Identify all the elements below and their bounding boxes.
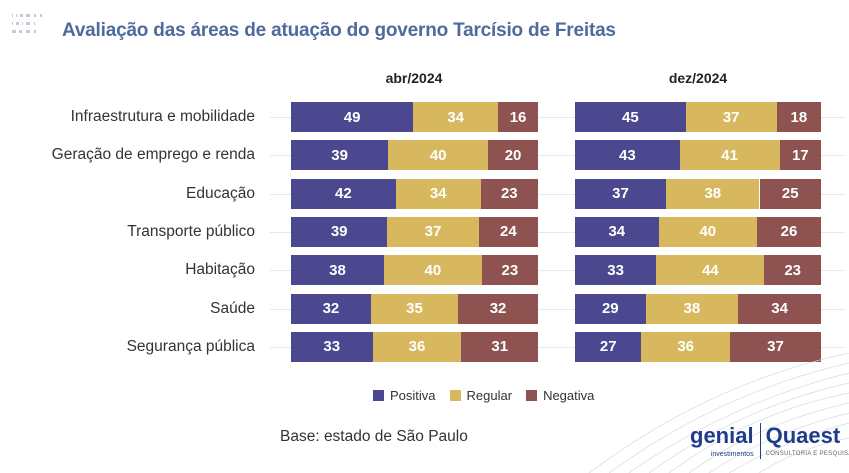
bar-segment-regular: 41: [679, 140, 780, 171]
genial-logo-sub: investimentos: [710, 451, 754, 458]
gridline: [270, 193, 845, 195]
bar-segment-regular: 37: [685, 102, 777, 132]
bar-segment-positiva: 39: [291, 140, 389, 171]
category-label: Habitação: [185, 261, 255, 279]
bar-segment-negativa: 23: [480, 178, 538, 209]
bar-segment-positiva: 33: [575, 255, 657, 286]
decorative-dots-icon: [12, 14, 42, 33]
category-label: Educação: [186, 184, 255, 202]
bar-segment-regular: 40: [383, 255, 482, 286]
gridline: [270, 270, 845, 272]
bar-segment-regular: 40: [388, 140, 489, 171]
chart-title: Avaliação das áreas de atuação do govern…: [62, 20, 616, 41]
bar-segment-positiva: 45: [575, 102, 686, 132]
bar-segment-regular: 37: [387, 216, 479, 247]
bar-segment-negativa: 34: [738, 293, 821, 324]
bar-segment-regular: 35: [370, 293, 459, 324]
bar-segment-positiva: 42: [291, 178, 396, 209]
bar-segment-negativa: 32: [458, 293, 538, 324]
logos: genial investimentos Quaest CONSULTORIA E …: [690, 423, 849, 459]
decorative-lines: [589, 353, 849, 473]
legend: Positiva Regular Negativa: [373, 388, 594, 403]
gridline: [270, 346, 845, 348]
bar-segment-negativa: 26: [757, 216, 821, 247]
category-label: Segurança pública: [126, 337, 255, 355]
quaest-logo: Quaest CONSULTORIA E PESQUISA: [759, 423, 849, 459]
bar-segment-negativa: 16: [498, 102, 538, 132]
category-label: Geração de emprego e renda: [51, 146, 255, 164]
legend-item-positiva: Positiva: [373, 388, 436, 403]
gridline: [270, 308, 845, 310]
bar-segment-negativa: 24: [478, 216, 538, 247]
bar-segment-regular: 40: [658, 216, 758, 247]
base-note: Base: estado de São Paulo: [280, 428, 468, 445]
bar-segment-positiva: 32: [291, 293, 371, 324]
category-label: Saúde: [210, 299, 255, 317]
legend-label: Positiva: [390, 388, 436, 403]
bar-segment-positiva: 37: [575, 178, 667, 209]
bar-segment-regular: 44: [656, 255, 765, 286]
legend-swatch-regular: [449, 390, 461, 401]
bar-segment-negativa: 23: [481, 255, 538, 286]
category-label: Transporte público: [127, 222, 255, 240]
bar-segment-positiva: 38: [291, 255, 384, 286]
bar-segment-negativa: 25: [759, 178, 821, 209]
bar-segment-negativa: 31: [461, 331, 538, 362]
category-label: Infraestrutura e mobilidade: [70, 108, 255, 125]
quaest-logo-sub: CONSULTORIA E PESQUISA: [765, 451, 849, 457]
legend-label: Regular: [466, 388, 513, 403]
gridline: [270, 155, 845, 157]
quaest-logo-text: Quaest: [765, 423, 841, 448]
bar-segment-negativa: 23: [764, 255, 821, 286]
bar-segment-positiva: 29: [575, 293, 646, 324]
bar-segment-negativa: 18: [776, 102, 821, 132]
bar-segment-regular: 36: [372, 331, 462, 362]
gridline: [270, 231, 845, 233]
bar-segment-regular: 36: [641, 331, 730, 362]
legend-label: Negativa: [543, 388, 595, 403]
legend-swatch-positiva: [373, 390, 384, 401]
panel-title: dez/2024: [668, 70, 728, 86]
legend-swatch-negativa: [526, 390, 538, 401]
bar-segment-positiva: 27: [575, 331, 642, 362]
bar-segment-positiva: 43: [575, 140, 680, 171]
bar-segment-negativa: 20: [488, 140, 538, 171]
bar-segment-positiva: 34: [575, 216, 659, 247]
bar-segment-negativa: 37: [729, 331, 821, 362]
bar-segment-positiva: 33: [291, 331, 373, 362]
legend-item-regular: Regular: [449, 388, 513, 403]
genial-logo-text: genial: [690, 423, 754, 448]
gridline: [270, 117, 845, 118]
bar-segment-regular: 34: [395, 178, 481, 209]
panel-title: abr/2024: [385, 70, 443, 86]
bar-segment-regular: 38: [666, 178, 760, 209]
bar-segment-positiva: 39: [291, 216, 388, 247]
bar-segment-negativa: 17: [779, 140, 821, 171]
bar-segment-regular: 38: [645, 293, 739, 324]
bar-segment-positiva: 49: [291, 102, 414, 132]
bar-segment-regular: 34: [413, 102, 499, 132]
genial-logo: genial investimentos: [690, 423, 754, 459]
legend-item-negativa: Negativa: [526, 388, 594, 403]
